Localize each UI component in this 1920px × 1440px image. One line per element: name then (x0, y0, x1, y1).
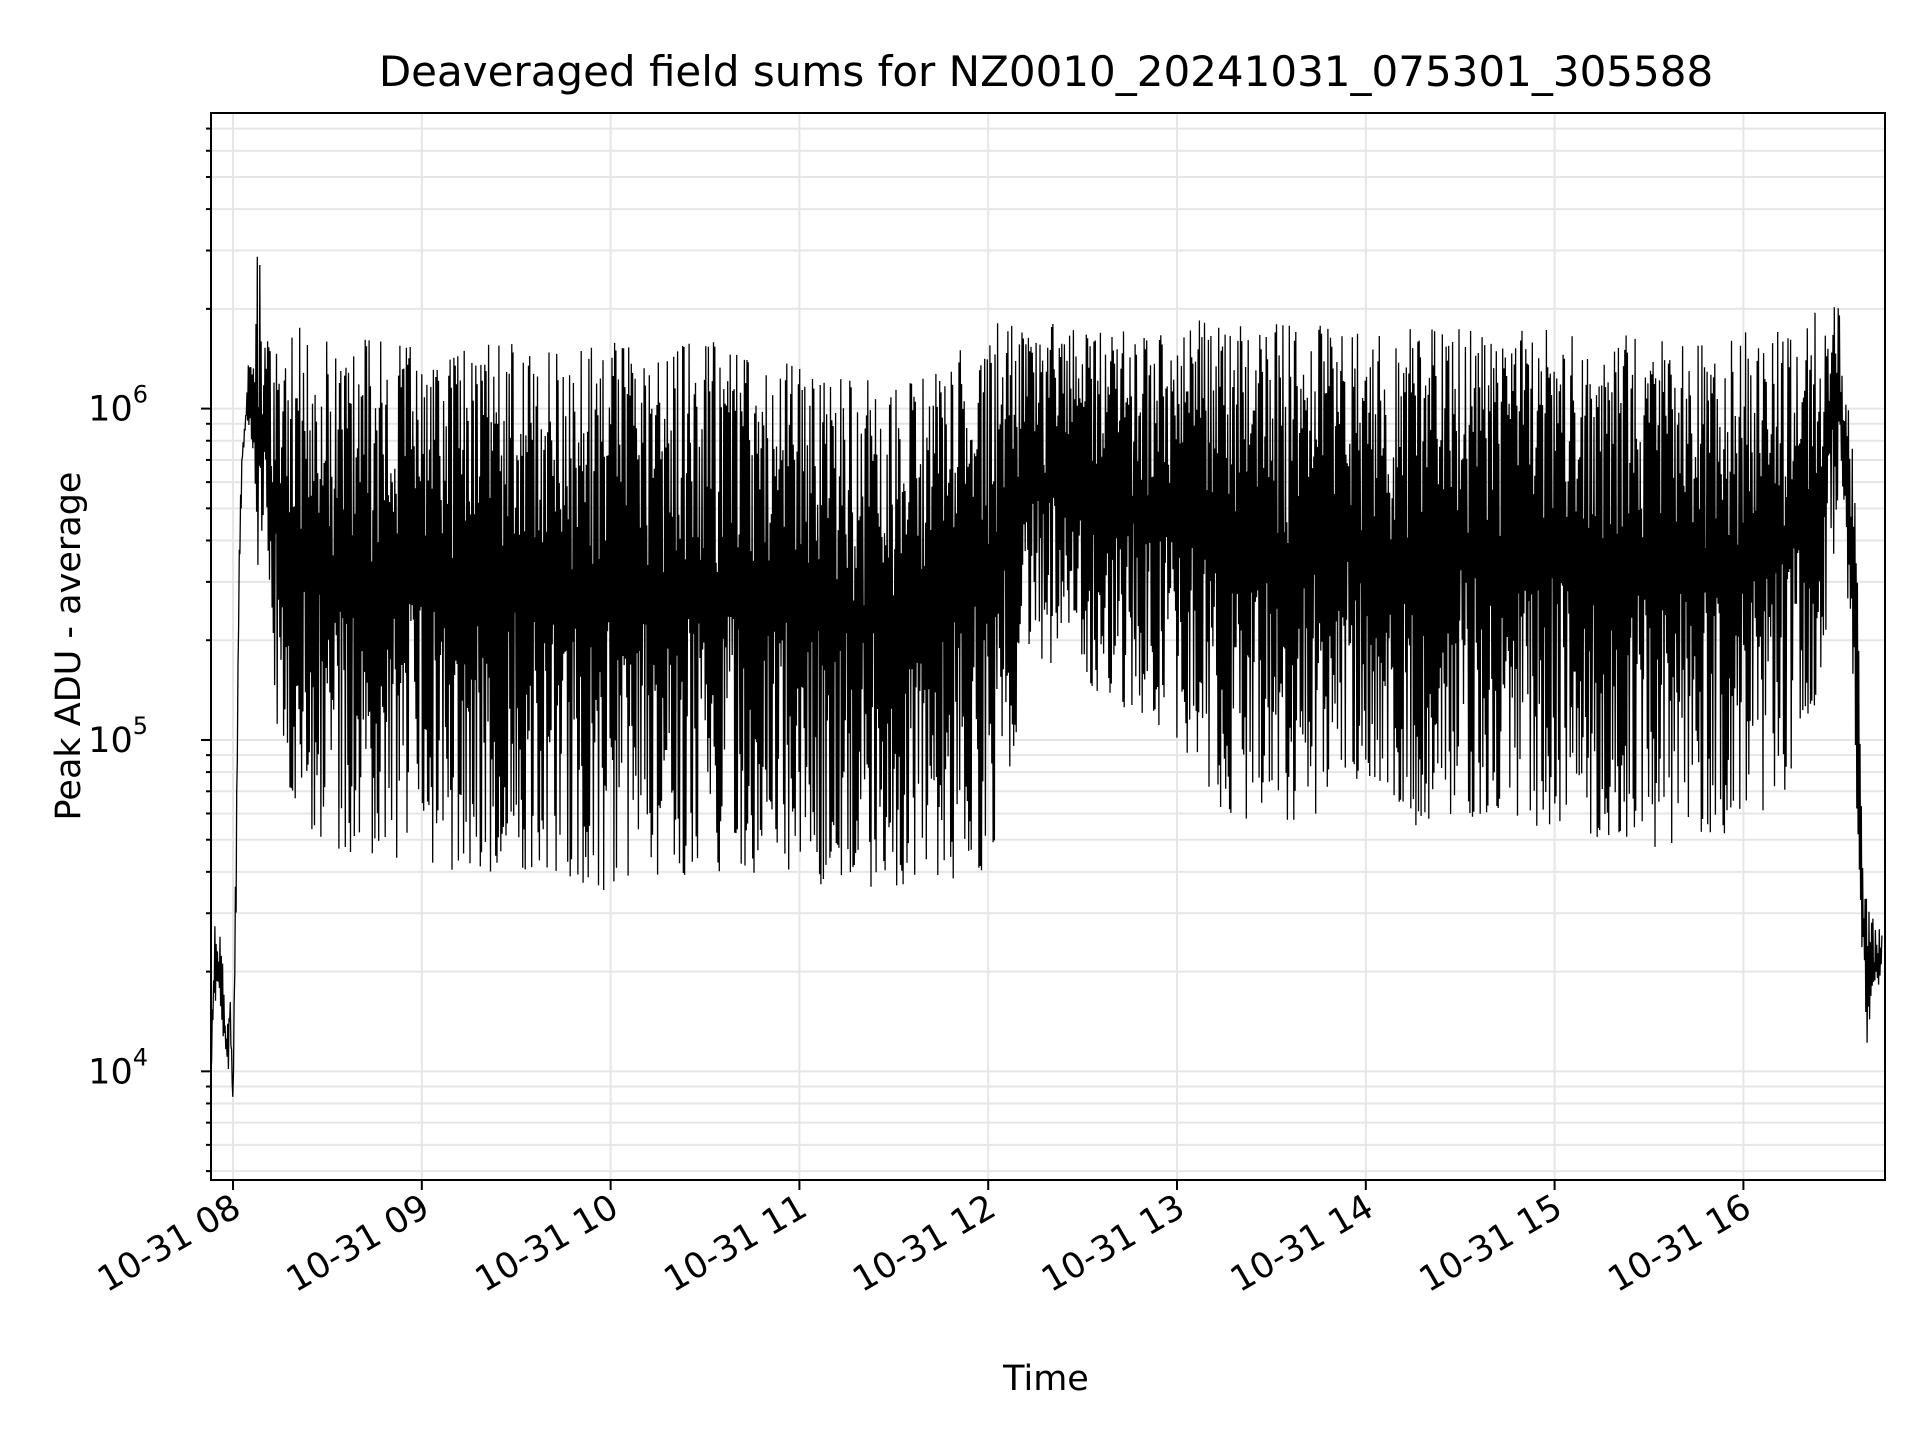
y-axis: 104 105 106 (88, 127, 211, 1173)
x-axis-label: Time (1002, 1359, 1089, 1399)
y-tick-label: 105 (88, 712, 148, 761)
plot-frame (210, 112, 1886, 1181)
y-tick-label: 104 (88, 1043, 148, 1092)
chart-title: Deaveraged field sums for NZ0010_2024103… (379, 47, 1713, 96)
y-tick-label: 106 (88, 381, 148, 430)
series-group (210, 256, 1883, 1097)
series-line (210, 256, 1883, 1097)
y-axis-label: Peak ADU - average (49, 472, 89, 821)
